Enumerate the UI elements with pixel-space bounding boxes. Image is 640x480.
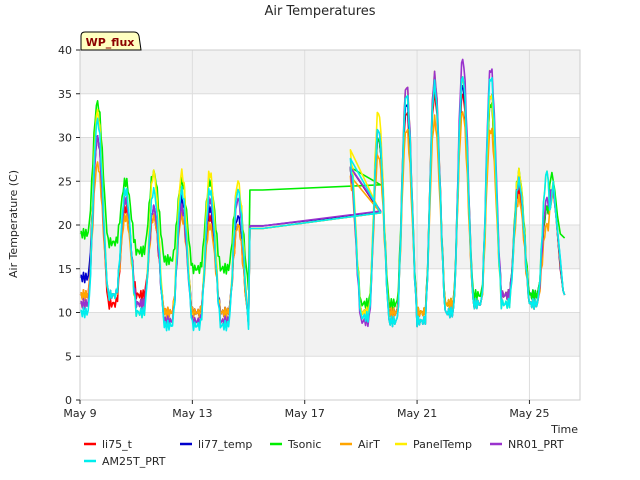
- x-tick-label: May 13: [172, 407, 212, 420]
- legend-label: Tsonic: [287, 438, 321, 451]
- x-tick-label: May 17: [285, 407, 325, 420]
- background-band: [80, 356, 580, 400]
- legend-label: li77_temp: [198, 438, 252, 451]
- legend-label: NR01_PRT: [508, 438, 564, 451]
- y-tick-label: 35: [58, 88, 72, 101]
- series-line-am25t-prt: [79, 76, 566, 332]
- y-tick-label: 30: [58, 132, 72, 145]
- legend-label: li75_t: [102, 438, 133, 451]
- background-band: [80, 312, 580, 357]
- x-tick-label: May 25: [509, 407, 549, 420]
- y-tick-label: 15: [58, 263, 72, 276]
- y-tick-label: 10: [58, 307, 72, 320]
- y-tick-label: 25: [58, 175, 72, 188]
- y-tick-label: 20: [58, 219, 72, 232]
- y-tick-label: 5: [65, 350, 72, 363]
- y-axis-label: Air Temperature (C): [7, 170, 20, 278]
- badge-label: WP_flux: [86, 36, 135, 49]
- y-tick-label: 40: [58, 44, 72, 57]
- series-lines: [79, 58, 566, 332]
- x-axis-label: Time: [550, 423, 578, 436]
- legend-label: AirT: [358, 438, 380, 451]
- chart-title: Air Temperatures: [264, 4, 375, 19]
- background-band: [80, 50, 580, 94]
- x-tick-label: May 21: [397, 407, 437, 420]
- background-band: [80, 93, 580, 138]
- y-tick-label: 0: [65, 394, 72, 407]
- x-tick-label: May 9: [63, 407, 96, 420]
- legend: li75_t li77_temp Tsonic AirT PanelTemp NR01_P…: [84, 438, 564, 468]
- x-axis-ticks: May 9 May 13 May 17 May 21 May 25: [63, 400, 550, 420]
- background-band: [80, 225, 580, 269]
- legend-label: PanelTemp: [413, 438, 472, 451]
- legend-label: AM25T_PRT: [102, 455, 166, 468]
- background-band: [80, 268, 580, 313]
- y-axis-ticks: 0 5 10 15 20 25 30 35 40: [58, 44, 80, 407]
- wp-flux-badge: WP_flux: [80, 31, 142, 51]
